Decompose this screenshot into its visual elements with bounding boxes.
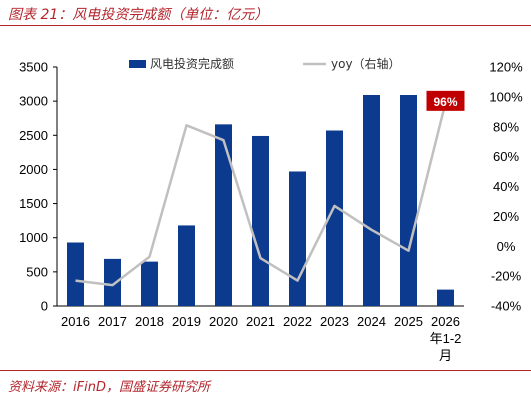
x-axis-tick-label: 2021 <box>246 314 275 329</box>
right-axis-tick-label: 0% <box>497 239 516 254</box>
right-axis-tick-label: -40% <box>491 299 522 314</box>
bar <box>104 258 121 306</box>
x-axis-tick-label: 2016 <box>61 314 90 329</box>
left-axis-tick-label: 3500 <box>19 60 48 75</box>
x-axis-tick-label: 2024 <box>357 314 386 329</box>
x-axis-tick-label: 2020 <box>209 314 238 329</box>
left-axis-tick-label: 0 <box>41 299 48 314</box>
source-note: 资料来源：iFinD，国盛证券研究所 <box>8 380 210 395</box>
bar <box>363 94 380 306</box>
bar <box>215 124 232 306</box>
x-axis-tick-label: 2023 <box>320 314 349 329</box>
left-axis-tick-label: 500 <box>26 264 48 279</box>
bar <box>252 135 269 306</box>
yoy-callout-box <box>426 90 465 111</box>
right-axis-tick-label: 20% <box>493 209 519 224</box>
yoy-line <box>75 102 447 287</box>
right-axis-tick-label: 60% <box>493 149 519 164</box>
left-axis-tick-label: 2000 <box>19 162 48 177</box>
yoy-callout-label: 96% <box>433 95 457 109</box>
x-axis-tick-label: 2025 <box>394 314 423 329</box>
bar <box>141 261 158 306</box>
source-rule <box>0 370 531 371</box>
x-axis-tick-label: 2019 <box>172 314 201 329</box>
left-axis-tick-label: 3000 <box>19 94 48 109</box>
x-axis-tick-label: 2018 <box>135 314 164 329</box>
bar <box>178 225 195 306</box>
x-axis-tick-label: 2017 <box>98 314 127 329</box>
title-rule <box>0 25 531 26</box>
right-axis-tick-label: 120% <box>489 60 523 75</box>
x-axis-tick-label: 2022 <box>283 314 312 329</box>
right-axis-tick-label: 80% <box>493 119 519 134</box>
left-axis-tick-label: 2500 <box>19 128 48 143</box>
chart-title: 图表 21：风电投资完成额（单位：亿元） <box>8 7 269 23</box>
x-axis-tick-label: 2026 年1-2 月 <box>430 314 462 363</box>
left-axis-tick-label: 1000 <box>19 230 48 245</box>
bar <box>437 289 454 306</box>
bar <box>400 94 417 306</box>
bar <box>67 242 84 306</box>
legend-label-bar: 风电投资完成额 <box>150 56 234 71</box>
right-axis-tick-label: 100% <box>489 89 523 104</box>
bar <box>289 171 306 306</box>
left-axis-tick-label: 1500 <box>19 196 48 211</box>
right-axis-tick-label: 40% <box>493 179 519 194</box>
legend-swatch-bar <box>129 60 146 68</box>
bar <box>326 130 343 306</box>
legend-label-line: yoy（右轴） <box>331 56 401 71</box>
right-axis-tick-label: -20% <box>491 269 522 284</box>
